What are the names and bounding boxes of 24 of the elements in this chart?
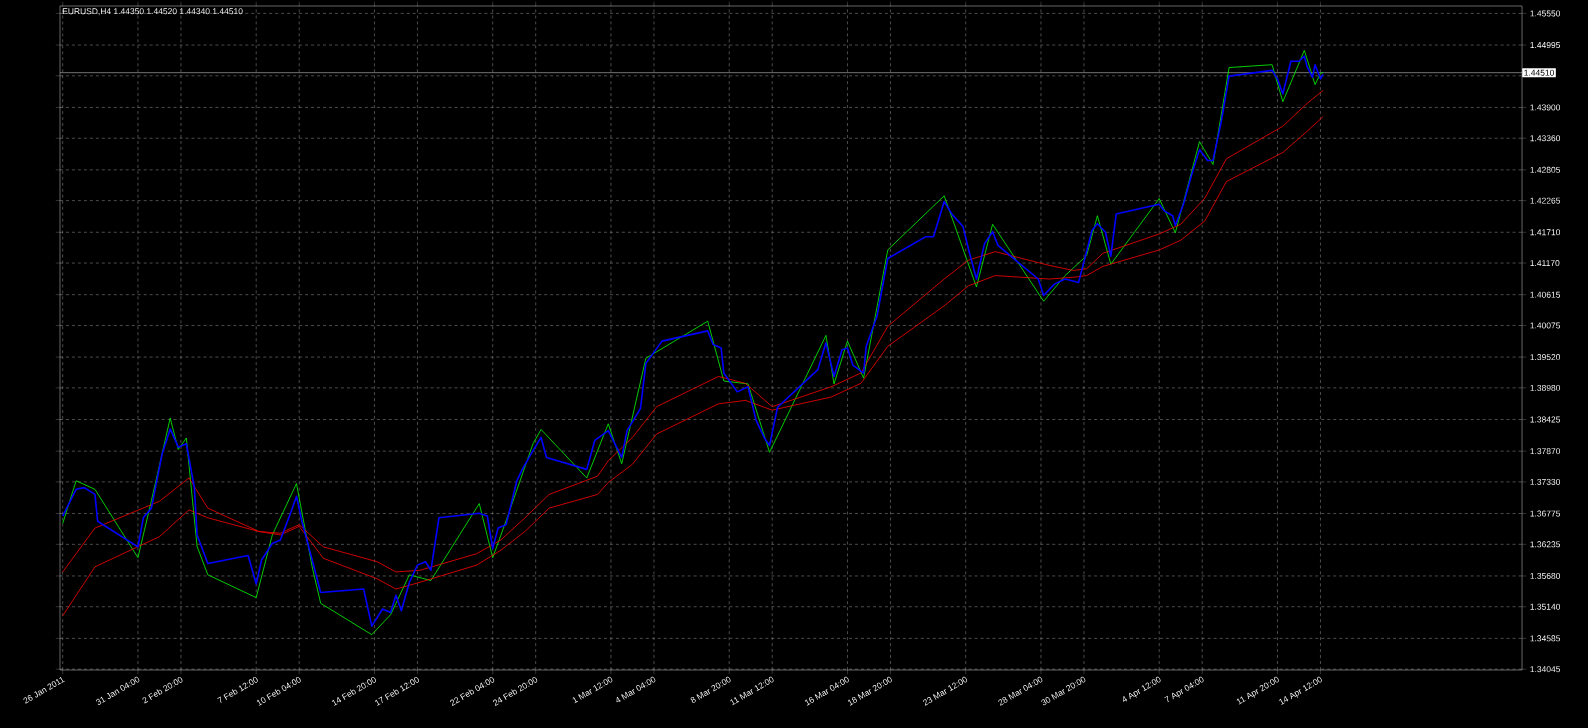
y-tick-label: 1.34045 [1530, 666, 1561, 673]
y-tick-label: 1.36235 [1530, 541, 1561, 548]
y-tick-label: 1.39520 [1530, 354, 1561, 361]
y-tick-label: 1.35680 [1530, 572, 1561, 579]
y-tick-label: 1.44995 [1530, 42, 1561, 49]
y-tick-label: 1.45550 [1530, 10, 1561, 17]
y-tick-label: 1.41170 [1530, 260, 1560, 267]
y-tick-label: 1.38425 [1530, 416, 1561, 423]
y-tick-label: 1.40615 [1530, 291, 1561, 298]
y-tick-label: 1.41710 [1530, 229, 1561, 236]
y-tick-label: 1.40075 [1530, 322, 1561, 329]
y-tick-label: 1.35140 [1530, 603, 1561, 610]
y-tick-label: 1.37330 [1530, 478, 1561, 485]
y-tick-label: 1.37870 [1530, 448, 1561, 455]
y-tick-label: 1.34585 [1530, 635, 1561, 642]
y-tick-label: 1.43360 [1530, 135, 1561, 142]
ref-line-label: 1.44510 [1524, 69, 1554, 76]
y-tick-label: 1.36775 [1530, 510, 1561, 517]
y-tick-label: 1.42805 [1530, 166, 1561, 173]
chart-title: EURUSD,H4 1.44350 1.44520 1.44340 1.44510 [62, 8, 243, 16]
y-tick-label: 1.42265 [1530, 197, 1561, 204]
y-tick-label: 1.43900 [1530, 104, 1561, 111]
x-tick-label: 26 Jan 2011 [23, 676, 65, 704]
y-tick-label: 1.38980 [1530, 384, 1561, 391]
